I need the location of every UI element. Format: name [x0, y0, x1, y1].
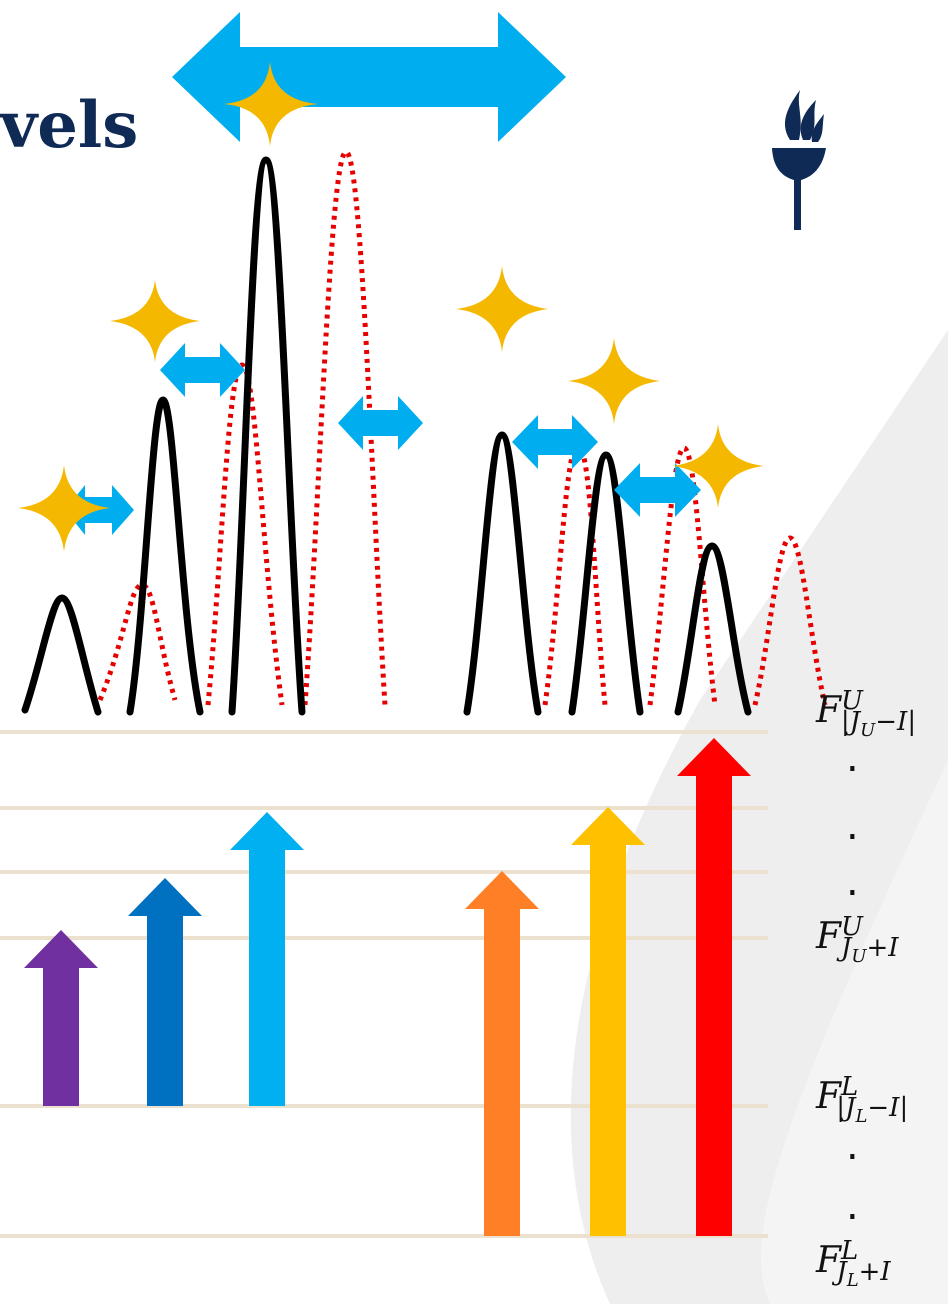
label-sub2: U	[851, 946, 867, 968]
up-arrow-icon	[677, 738, 751, 1236]
label-sub: |J	[840, 707, 861, 738]
label-sub2: L	[846, 1270, 859, 1292]
label-base: F	[816, 690, 841, 731]
ellipsis-dot: .	[846, 1183, 859, 1229]
peak-5	[568, 451, 644, 716]
label-sub3: −I|	[867, 1093, 909, 1124]
original-peaks	[21, 156, 752, 716]
label-sub2: L	[855, 1106, 868, 1128]
shifted-peak-6	[752, 535, 828, 706]
shift-arrows	[65, 12, 701, 535]
label-sub3: −I|	[875, 707, 917, 738]
label-sub: J	[836, 1257, 847, 1288]
label-sub3: +I	[866, 933, 899, 964]
background-band-lower	[760, 760, 948, 1304]
peak-4	[463, 431, 542, 716]
label-base: F	[816, 1240, 841, 1281]
shifted-peaks	[97, 149, 828, 706]
label-sup: L	[840, 1072, 859, 1102]
double-arrow-icon	[160, 343, 245, 397]
label-sup: U	[840, 686, 863, 716]
sparkle-icon	[568, 338, 660, 424]
transition-arrows	[24, 738, 751, 1236]
label-sup: U	[840, 912, 863, 942]
peak-6	[674, 542, 752, 716]
label-sub3: +I	[858, 1257, 891, 1288]
double-arrow-icon	[614, 463, 701, 517]
label-sub: |J	[836, 1093, 856, 1124]
shifted-peak-1	[97, 582, 178, 701]
ellipsis-dot: .	[846, 1123, 859, 1169]
label-upper-bottom: FUJU+I	[816, 914, 921, 966]
sparkle-icon	[456, 266, 548, 352]
double-arrow-icon	[338, 396, 423, 450]
sparkle-icon	[18, 465, 110, 552]
sparkles	[18, 62, 764, 552]
sparkle-icon	[224, 62, 318, 146]
label-lower-top: FL|JL−I|	[816, 1074, 930, 1126]
sparkle-icon	[672, 424, 764, 508]
label-base: F	[816, 1076, 841, 1117]
slide-title: vels	[0, 88, 139, 163]
label-sub: J	[840, 933, 852, 964]
sparkle-icon	[110, 280, 200, 362]
ellipsis-dot: .	[846, 859, 859, 905]
label-sup: L	[840, 1236, 859, 1266]
torch-logo-icon	[772, 90, 826, 230]
peak-2	[126, 396, 204, 716]
ellipsis-dot: .	[846, 803, 859, 849]
label-sub2: U	[860, 720, 876, 742]
up-arrow-icon	[24, 930, 98, 1106]
double-arrow-icon	[512, 415, 598, 469]
double-arrow-icon	[65, 485, 134, 535]
label-lower-bottom: FLJL+I	[816, 1238, 913, 1290]
peak-3	[228, 156, 306, 716]
peak-1	[21, 594, 102, 716]
background-bands	[570, 330, 948, 1304]
label-upper-top: FU|JU−I|	[816, 688, 938, 740]
energy-level-lines	[0, 730, 768, 1238]
up-arrow-icon	[230, 812, 304, 1106]
ellipsis-dot: .	[846, 735, 859, 781]
up-arrow-icon	[465, 871, 539, 1236]
label-base: F	[816, 916, 841, 957]
shifted-peak-2	[205, 362, 285, 706]
double-arrow-icon	[172, 12, 566, 142]
up-arrow-icon	[571, 807, 645, 1236]
up-arrow-icon	[128, 878, 202, 1106]
